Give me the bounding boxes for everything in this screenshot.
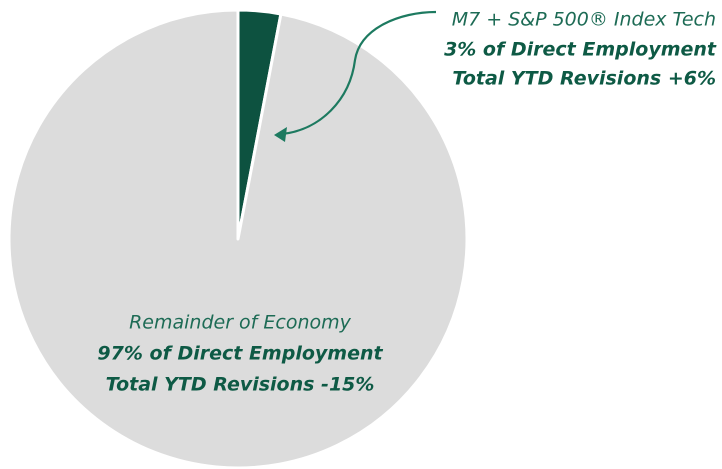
arrow-head xyxy=(274,127,287,142)
value-label: 97% of Direct Employment xyxy=(97,343,383,365)
annotation: Total YTD Revisions -15% xyxy=(106,374,375,396)
value-label: 3% of Direct Employment xyxy=(444,39,717,61)
slice-label: Remainder of Economy xyxy=(129,312,352,334)
pie-slice xyxy=(7,8,469,469)
callout-arrow xyxy=(281,10,437,136)
slice-label: M7 + S&P 500® Index Tech xyxy=(452,9,716,31)
annotation: Total YTD Revisions +6% xyxy=(452,68,716,90)
pie xyxy=(7,8,469,469)
